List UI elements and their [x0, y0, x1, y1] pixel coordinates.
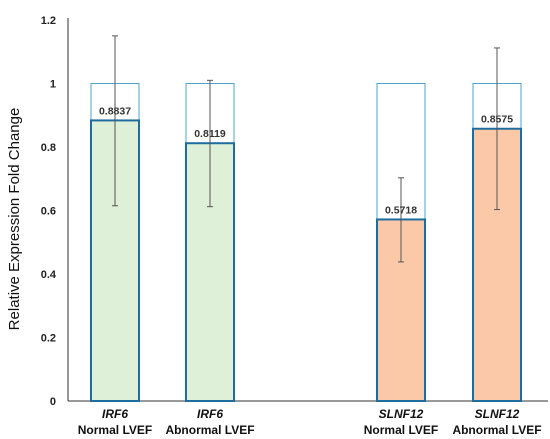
category-group-label: Normal LVEF: [364, 423, 438, 437]
data-label: 0.8575: [481, 114, 513, 126]
category-gene-label: SLNF12: [475, 407, 520, 421]
category-group-label: Abnormal LVEF: [165, 423, 254, 437]
category-gene-label: IRF6: [102, 407, 128, 421]
category-gene-label: SLNF12: [379, 407, 424, 421]
y-tick-label: 0.8: [41, 142, 56, 154]
y-tick-label: 0.4: [41, 269, 57, 281]
category-labels: IRF6 Normal LVEF IRF6 Abnormal LVEF SLNF12 No…: [78, 407, 542, 437]
data-label: 0.5718: [385, 204, 417, 216]
data-label: 0.8119: [194, 128, 226, 140]
y-tick-label: 1.2: [41, 15, 56, 27]
category-gene-label: IRF6: [197, 407, 223, 421]
category-group-label: Abnormal LVEF: [452, 423, 541, 437]
y-tick-label: 0.6: [41, 206, 56, 218]
y-tick-label: 0: [50, 396, 56, 408]
error-bars: [112, 35, 500, 263]
category-group-label: Normal LVEF: [78, 423, 152, 437]
y-tick-label: 1: [50, 79, 56, 91]
bar: [376, 218, 426, 402]
y-axis-ticks: 0 0.2 0.4 0.6 0.8 1 1.2: [41, 15, 57, 408]
reference-boxes: [90, 83, 522, 402]
data-label: 0.8837: [99, 105, 131, 117]
value-labels: 0.8837 0.8119 0.5718 0.8575: [99, 105, 513, 216]
y-axis-label: Relative Expression Fold Change: [6, 108, 23, 331]
bars: [90, 119, 522, 403]
y-tick-label: 0.2: [41, 333, 56, 345]
